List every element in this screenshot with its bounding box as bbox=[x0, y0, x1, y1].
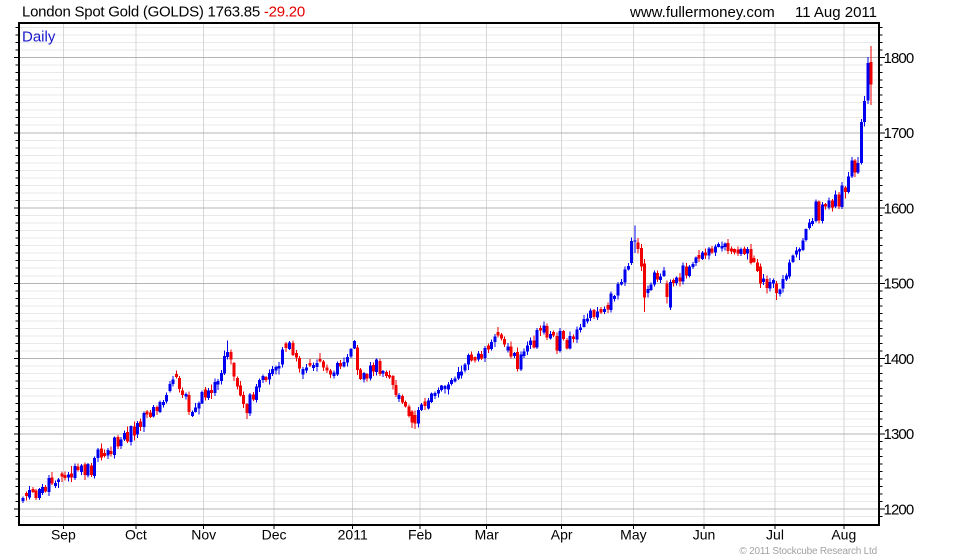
svg-text:www.fullermoney.com: www.fullermoney.com bbox=[629, 4, 775, 21]
svg-text:Oct: Oct bbox=[125, 527, 147, 543]
svg-text:Mar: Mar bbox=[475, 527, 499, 543]
svg-text:© 2011 Stockcube Research Ltd: © 2011 Stockcube Research Ltd bbox=[739, 546, 877, 557]
svg-text:1700: 1700 bbox=[884, 125, 914, 142]
svg-text:1500: 1500 bbox=[884, 276, 914, 293]
svg-text:May: May bbox=[620, 527, 646, 543]
svg-text:Jul: Jul bbox=[766, 527, 784, 543]
svg-text:Daily: Daily bbox=[22, 29, 56, 46]
svg-text:Dec: Dec bbox=[262, 527, 287, 543]
svg-text:Jun: Jun bbox=[693, 527, 716, 543]
svg-text:Sep: Sep bbox=[51, 527, 76, 543]
svg-text:1600: 1600 bbox=[884, 200, 914, 217]
svg-text:Apr: Apr bbox=[551, 527, 573, 543]
svg-text:1200: 1200 bbox=[884, 502, 914, 519]
svg-text:Nov: Nov bbox=[191, 527, 216, 543]
svg-text:Aug: Aug bbox=[831, 527, 856, 543]
svg-text:1800: 1800 bbox=[884, 50, 914, 67]
svg-text:1300: 1300 bbox=[884, 426, 914, 443]
svg-text:11 Aug 2011: 11 Aug 2011 bbox=[795, 4, 877, 21]
svg-text:2011: 2011 bbox=[338, 527, 368, 543]
svg-text:1400: 1400 bbox=[884, 351, 914, 368]
svg-text:Feb: Feb bbox=[408, 527, 432, 543]
svg-text:London Spot Gold (GOLDS) 1763.: London Spot Gold (GOLDS) 1763.85 -29.20 bbox=[22, 4, 305, 21]
